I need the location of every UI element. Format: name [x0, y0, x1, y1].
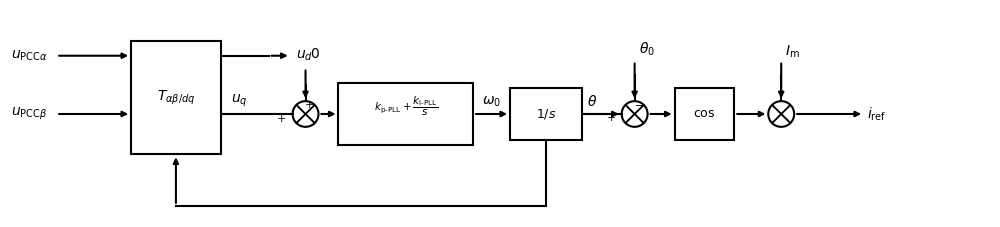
- Text: $+$: $+$: [606, 112, 616, 123]
- Text: $u_d$: $u_d$: [296, 49, 313, 63]
- Text: $u_q$: $u_q$: [231, 93, 247, 109]
- Text: $u_{\mathrm{PCC}\alpha}$: $u_{\mathrm{PCC}\alpha}$: [11, 49, 48, 63]
- Bar: [510, 88, 582, 140]
- Text: $k_{\rm p\text{-}PLL}+\dfrac{k_{\rm i\text{-}PLL}}{s}$: $k_{\rm p\text{-}PLL}+\dfrac{k_{\rm i\te…: [374, 95, 438, 118]
- Text: $\cos$: $\cos$: [693, 108, 716, 121]
- Text: $\theta_0$: $\theta_0$: [639, 40, 655, 58]
- Bar: [131, 41, 221, 155]
- Text: $i_{\rm ref}$: $i_{\rm ref}$: [867, 105, 886, 123]
- Text: $+$: $+$: [276, 114, 286, 124]
- Text: $I_{\rm m}$: $I_{\rm m}$: [785, 43, 800, 60]
- Text: $-$: $-$: [634, 99, 644, 109]
- Text: $+$: $+$: [304, 99, 315, 110]
- Bar: [338, 83, 473, 145]
- Text: $1/s$: $1/s$: [536, 107, 556, 121]
- Text: $T_{\alpha\beta/dq}$: $T_{\alpha\beta/dq}$: [157, 89, 195, 107]
- Text: $u_{\mathrm{PCC}\beta}$: $u_{\mathrm{PCC}\beta}$: [11, 106, 47, 122]
- Text: $\omega_0$: $\omega_0$: [482, 95, 501, 109]
- Text: $\theta$: $\theta$: [587, 94, 597, 109]
- Text: $0$: $0$: [310, 47, 319, 61]
- Bar: [675, 88, 734, 140]
